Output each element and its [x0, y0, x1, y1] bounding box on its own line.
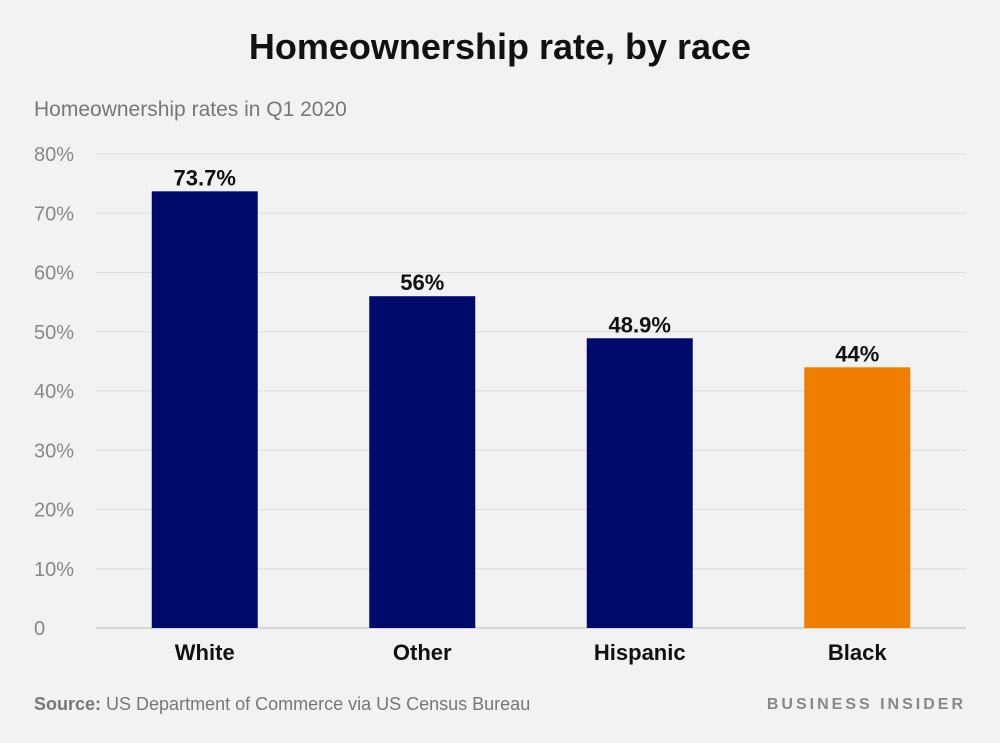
source-text: US Department of Commerce via US Census …	[101, 694, 531, 714]
bar	[151, 191, 258, 628]
y-tick-label: 20%	[34, 500, 74, 522]
data-label: 73.7%	[174, 165, 236, 190]
x-tick-label: Hispanic	[594, 640, 686, 665]
y-tick-label: 10%	[34, 559, 74, 581]
y-tick-label: 60%	[34, 263, 74, 285]
data-label: 56%	[400, 270, 444, 295]
source-note: Source: US Department of Commerce via US…	[34, 694, 530, 715]
y-tick-label: 30%	[34, 440, 74, 462]
brand-logo: BUSINESS INSIDER	[766, 696, 966, 713]
x-tick-label: Other	[393, 640, 452, 665]
y-tick-label: 0	[34, 618, 45, 640]
y-tick-label: 40%	[34, 381, 74, 403]
y-tick-label: 70%	[34, 203, 74, 225]
source-label: Source:	[34, 694, 102, 714]
bar	[586, 338, 693, 628]
y-tick-label: 80%	[34, 144, 74, 166]
data-label: 48.9%	[609, 312, 671, 337]
chart-subtitle: Homeownership rates in Q1 2020	[34, 98, 347, 121]
x-tick-label: White	[175, 640, 235, 665]
y-tick-label: 50%	[34, 322, 74, 344]
x-tick-label: Black	[828, 640, 887, 665]
bar	[369, 296, 476, 628]
chart-title: Homeownership rate, by race	[248, 26, 752, 67]
bar	[804, 367, 911, 628]
data-label: 44%	[835, 341, 879, 366]
